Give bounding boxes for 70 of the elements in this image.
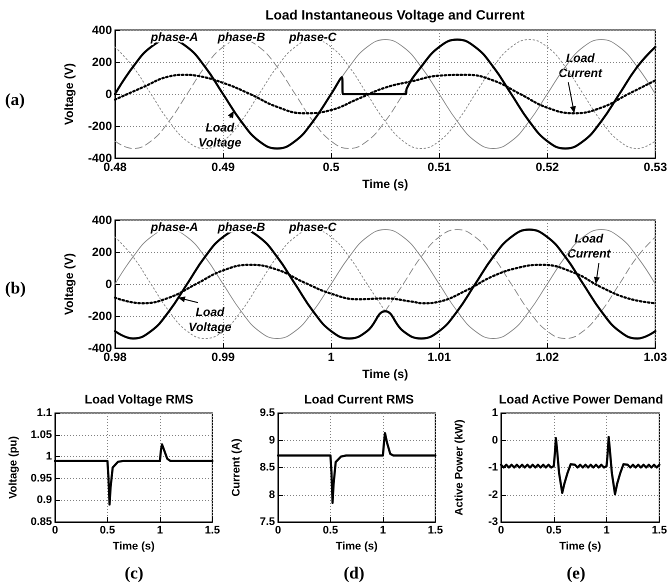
y-tick-label: 200 bbox=[92, 55, 112, 70]
annotation: phase-A bbox=[150, 220, 198, 234]
x-tick-label: 0.51 bbox=[428, 160, 452, 174]
y-tick-label: -200 bbox=[88, 309, 112, 324]
text: (c) bbox=[124, 564, 144, 582]
x-axis-title: Time (s) bbox=[362, 367, 408, 381]
chart-title: Load Voltage RMS bbox=[84, 392, 194, 406]
chart-title: Load Instantaneous Voltage and Current bbox=[265, 8, 526, 22]
y-tick-label: -200 bbox=[88, 119, 112, 134]
x-axis-title: Time (s) bbox=[559, 540, 602, 552]
annotation: Load Current bbox=[567, 232, 612, 261]
x-tick-label: 0.99 bbox=[211, 350, 236, 364]
x-tick-label: 0.5 bbox=[100, 524, 116, 536]
x-axis-title: Time (s) bbox=[362, 177, 408, 191]
y-tick-label: 0.95 bbox=[30, 472, 52, 484]
y-tick-label: 0.9 bbox=[36, 494, 52, 506]
x-tick-label: 1.03 bbox=[644, 350, 668, 364]
y-tick-label: 200 bbox=[92, 245, 112, 260]
x-tick-label: 0.49 bbox=[211, 160, 236, 174]
x-axis-title: Time (s) bbox=[336, 540, 378, 552]
x-tick-label: 0.52 bbox=[536, 160, 560, 174]
y-tick-label: 0 bbox=[492, 434, 498, 446]
x-axis-title: Time (s) bbox=[112, 540, 155, 552]
text: (e) bbox=[566, 564, 586, 582]
annotation: phase-C bbox=[288, 220, 337, 234]
x-tick-label: 1.5 bbox=[652, 524, 668, 536]
x-tick-label: 1.5 bbox=[428, 524, 444, 536]
y-axis-title: Voltage (pu) bbox=[8, 436, 20, 499]
y-tick-label: 1 bbox=[46, 450, 52, 463]
y-tick-label: 1 bbox=[492, 407, 498, 419]
x-tick-label: 0.53 bbox=[644, 160, 668, 174]
y-tick-label: -2 bbox=[488, 488, 498, 501]
y-tick-label: 1.1 bbox=[36, 407, 52, 419]
annotation: Load Voltage bbox=[198, 120, 242, 150]
chart-title: Load Active Power Demand bbox=[498, 392, 664, 406]
x-tick-label: 1.02 bbox=[536, 350, 560, 364]
x-tick-label: 1 bbox=[380, 524, 386, 536]
y-axis-title: Current (A) bbox=[230, 438, 242, 497]
y-tick-label: 7.5 bbox=[260, 516, 275, 528]
x-tick-label: 1 bbox=[328, 350, 335, 364]
x-tick-label: 0.5 bbox=[546, 524, 562, 536]
y-tick-label: 0.85 bbox=[30, 516, 52, 528]
text: (a) bbox=[5, 90, 25, 109]
x-tick-label: 1.01 bbox=[428, 350, 452, 364]
x-tick-label: 1 bbox=[604, 524, 610, 536]
y-tick-label: -1 bbox=[488, 462, 498, 474]
x-tick-label: 0.5 bbox=[322, 524, 338, 536]
y-axis-title: Active Power (kW) bbox=[454, 419, 466, 516]
y-tick-label: 9 bbox=[268, 434, 275, 446]
annotation: phase-B bbox=[216, 30, 266, 44]
y-tick-label: 8 bbox=[268, 488, 275, 501]
y-tick-label: 400 bbox=[92, 23, 112, 37]
chart-title: Load Current RMS bbox=[304, 392, 414, 406]
y-tick-label: 0 bbox=[105, 87, 112, 102]
y-tick-label: 1.05 bbox=[30, 428, 52, 441]
y-tick-label: 400 bbox=[92, 213, 112, 227]
y-tick-label: -3 bbox=[488, 516, 498, 528]
x-tick-label: 1 bbox=[156, 524, 163, 536]
y-tick-label: 8.5 bbox=[260, 462, 275, 474]
annotation: Load Voltage bbox=[188, 305, 232, 334]
x-tick-label: 0.5 bbox=[322, 160, 340, 174]
y-axis-title: Voltage (V) bbox=[62, 63, 76, 125]
y-tick-label: 9.5 bbox=[260, 407, 275, 419]
annotation: Load Current bbox=[558, 50, 603, 80]
y-axis-title: Voltage (V) bbox=[62, 253, 76, 315]
text: (d) bbox=[344, 564, 364, 582]
annotation: phase-C bbox=[288, 30, 337, 44]
x-tick-label: 1.5 bbox=[204, 524, 220, 536]
y-tick-label: 0 bbox=[105, 277, 112, 292]
text: (b) bbox=[5, 278, 26, 298]
